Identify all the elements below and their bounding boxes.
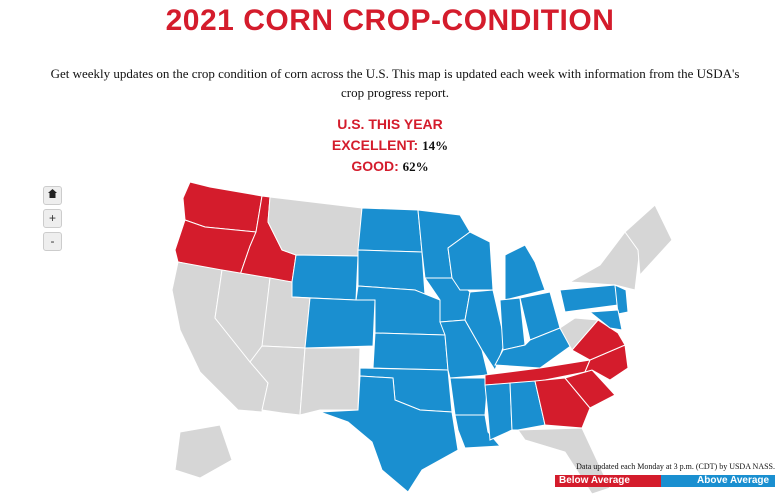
- state[interactable]: [559, 317, 600, 351]
- legend-item: Below Average: [555, 475, 661, 487]
- state[interactable]: [559, 284, 619, 313]
- home-button[interactable]: [43, 186, 62, 205]
- state[interactable]: [464, 289, 506, 372]
- state[interactable]: [357, 207, 423, 253]
- state[interactable]: [299, 347, 361, 416]
- intro: Get weekly updates on the crop condition…: [50, 66, 740, 100]
- state[interactable]: [372, 332, 449, 371]
- summary-row: GOOD: 62%: [0, 156, 780, 177]
- row-value: 62%: [402, 159, 429, 174]
- state[interactable]: [484, 382, 513, 441]
- state[interactable]: [267, 196, 363, 257]
- state[interactable]: [174, 424, 233, 479]
- state[interactable]: [568, 231, 641, 291]
- summary: U.S. THIS YEAR EXCELLENT: 14% GOOD: 62%: [0, 114, 780, 177]
- state[interactable]: [624, 204, 673, 277]
- state[interactable]: [449, 377, 489, 416]
- home-icon: [48, 189, 57, 198]
- state[interactable]: [304, 297, 376, 349]
- state[interactable]: [564, 369, 616, 409]
- state[interactable]: [454, 414, 502, 449]
- legend-item: Above Average: [661, 475, 775, 487]
- state[interactable]: [291, 254, 359, 301]
- state[interactable]: [494, 327, 573, 369]
- state[interactable]: [588, 309, 623, 331]
- states: [171, 181, 673, 495]
- state[interactable]: [534, 377, 591, 429]
- state[interactable]: [509, 380, 546, 431]
- state[interactable]: [319, 375, 459, 493]
- summary-heading: U.S. THIS YEAR: [337, 116, 443, 132]
- row-label: GOOD:: [351, 158, 399, 174]
- state[interactable]: [499, 297, 526, 351]
- note: Data updated each Monday at 3 p.m. (CDT)…: [576, 462, 775, 471]
- zoom-in-button[interactable]: +: [43, 209, 62, 228]
- title: 2021 CORN CROP-CONDITION: [165, 4, 615, 37]
- row-value: 14%: [422, 138, 449, 153]
- summary-row: EXCELLENT: 14%: [0, 135, 780, 156]
- state[interactable]: [614, 284, 629, 315]
- state[interactable]: [504, 244, 546, 301]
- zoom-out-button[interactable]: -: [43, 232, 62, 251]
- row-label: EXCELLENT:: [331, 137, 419, 153]
